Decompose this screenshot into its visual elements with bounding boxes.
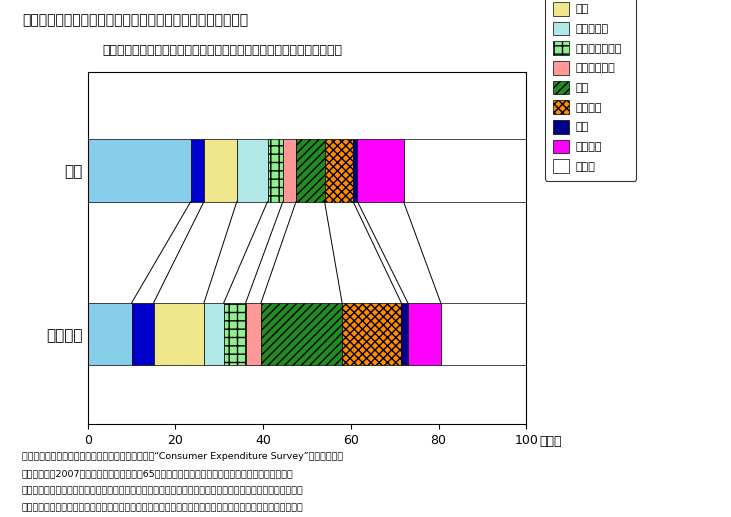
Text: （％）: （％） xyxy=(539,435,562,448)
Legend: 食料（除く外食）, 外食, 住居, 光熱・水道, 家具・家事用品, 被服及び履物, 交通, 保健医療, 教育, 教養娯楽, その他: 食料（除く外食）, 外食, 住居, 光熱・水道, 家具・家事用品, 被服及び履物… xyxy=(545,0,636,180)
Bar xyxy=(132,303,154,365)
Bar xyxy=(261,303,342,365)
Bar xyxy=(353,140,357,202)
Text: 第２－２－８図　高齢者層における消費の特徴（日米比較）: 第２－２－８図 高齢者層における消費の特徴（日米比較） xyxy=(22,13,248,27)
Text: 日本はアメリカと比べて食料、光熱・水道、教養娯楽のウエイトが高い: 日本はアメリカと比べて食料、光熱・水道、教養娯楽のウエイトが高い xyxy=(102,44,342,57)
Bar xyxy=(296,140,325,202)
Bar xyxy=(357,140,404,202)
Bar xyxy=(237,140,268,202)
Bar xyxy=(404,140,526,202)
Bar xyxy=(408,303,441,365)
Bar xyxy=(401,303,408,365)
Bar xyxy=(191,140,204,202)
Bar xyxy=(268,140,283,202)
Bar xyxy=(325,140,353,202)
Text: （備考）１．総務省「家計調査」、アメリカ労働省“Consumer Expenditure Survey”により作成。: （備考）１．総務省「家計調査」、アメリカ労働省“Consumer Expendi… xyxy=(22,452,343,461)
Text: ３．日米の分類を統一するため、アメリカは支出総額から住宅ローン、税金、年金、保険料の支出を: ３．日米の分類を統一するため、アメリカは支出総額から住宅ローン、税金、年金、保険… xyxy=(22,486,303,495)
Text: ２．2007年における世帯主年齢が65歳以上（総世帯）の一世帯当たり名目消費額シェア。: ２．2007年における世帯主年齢が65歳以上（総世帯）の一世帯当たり名目消費額シ… xyxy=(22,469,294,478)
Bar xyxy=(154,303,204,365)
Text: 除いた。また通信は日米で統一できないため、その他に入れた。交通は自動誻関連支出を含む。: 除いた。また通信は日米で統一できないため、その他に入れた。交通は自動誻関連支出を… xyxy=(22,504,303,512)
Bar xyxy=(246,303,261,365)
Bar xyxy=(342,303,401,365)
Bar xyxy=(204,303,224,365)
Bar xyxy=(88,140,191,202)
Bar xyxy=(441,303,526,365)
Bar xyxy=(224,303,246,365)
Bar xyxy=(283,140,296,202)
Bar xyxy=(88,303,132,365)
Bar xyxy=(204,140,237,202)
